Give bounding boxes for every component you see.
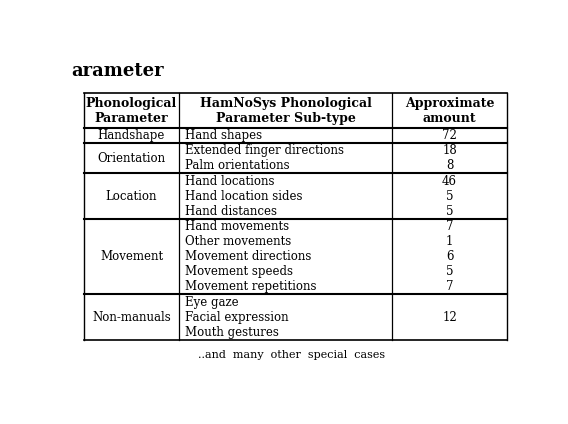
Text: Hand movements: Hand movements <box>185 220 289 233</box>
Text: Mouth gestures: Mouth gestures <box>185 326 278 339</box>
Text: ..and  many  other  special  cases: ..and many other special cases <box>198 349 385 360</box>
Text: 12: 12 <box>442 311 457 324</box>
Text: Hand location sides: Hand location sides <box>185 190 302 203</box>
Text: 1: 1 <box>446 235 453 248</box>
Text: 5: 5 <box>446 190 453 203</box>
Text: Movement repetitions: Movement repetitions <box>185 280 316 293</box>
Text: Hand distances: Hand distances <box>185 205 277 218</box>
Text: Non-manuals: Non-manuals <box>92 311 171 324</box>
Text: 8: 8 <box>446 159 453 173</box>
Text: Eye gaze: Eye gaze <box>185 296 238 309</box>
Text: 72: 72 <box>442 129 457 142</box>
Text: 5: 5 <box>446 205 453 218</box>
Text: Location: Location <box>106 190 157 203</box>
Text: Other movements: Other movements <box>185 235 291 248</box>
Text: Palm orientations: Palm orientations <box>185 159 289 173</box>
Text: 18: 18 <box>442 144 457 157</box>
Text: 7: 7 <box>446 280 453 293</box>
Text: 7: 7 <box>446 220 453 233</box>
Text: Handshape: Handshape <box>98 129 165 142</box>
Text: Hand locations: Hand locations <box>185 175 274 187</box>
Text: Approximate
amount: Approximate amount <box>405 97 494 125</box>
Text: Facial expression: Facial expression <box>185 311 288 324</box>
Text: Movement: Movement <box>100 250 163 263</box>
Text: Movement speeds: Movement speeds <box>185 265 293 278</box>
Text: 5: 5 <box>446 265 453 278</box>
Text: Hand shapes: Hand shapes <box>185 129 262 142</box>
Text: Phonological
Parameter: Phonological Parameter <box>86 97 177 125</box>
Text: Extended finger directions: Extended finger directions <box>185 144 344 157</box>
Text: arameter: arameter <box>71 62 164 80</box>
Text: Orientation: Orientation <box>98 152 166 165</box>
Text: Movement directions: Movement directions <box>185 250 311 263</box>
Text: 46: 46 <box>442 175 457 187</box>
Text: HamNoSys Phonological
Parameter Sub-type: HamNoSys Phonological Parameter Sub-type <box>200 97 371 125</box>
Text: 6: 6 <box>446 250 453 263</box>
